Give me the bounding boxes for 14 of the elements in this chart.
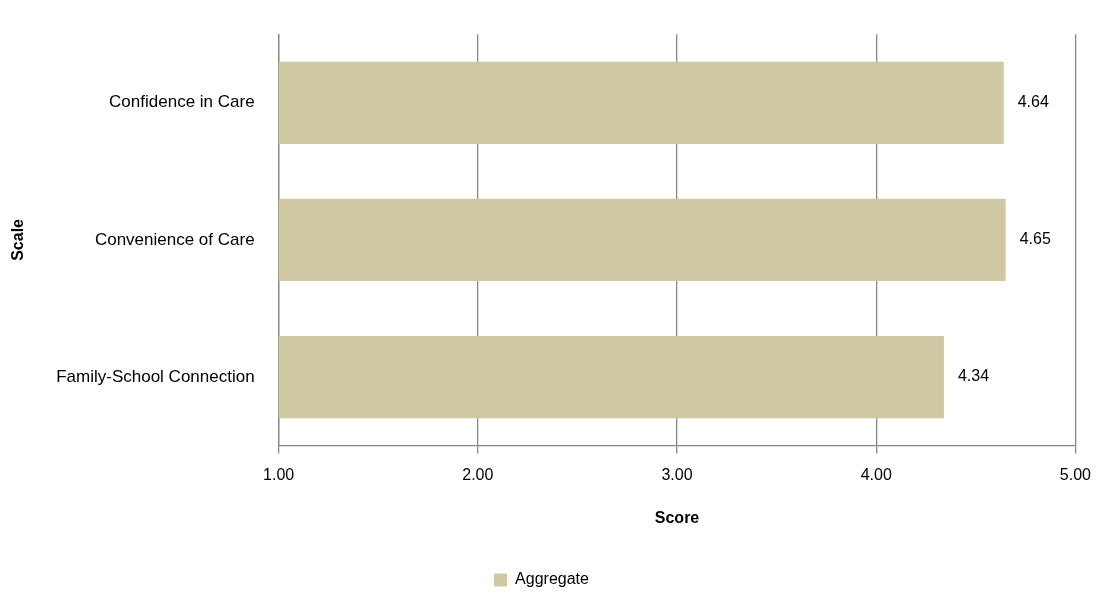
x-tick-label: 2.00 [462, 465, 494, 483]
x-axis-title: Score [654, 508, 700, 526]
data-label: 4.64 [1017, 93, 1049, 111]
y-tick-label: Confidence in Care [109, 92, 255, 112]
x-tick-label: 1.00 [263, 465, 295, 483]
x-tick-label: 3.00 [661, 465, 693, 483]
y-tick-label: Family-School Connection [56, 366, 255, 386]
x-tick-label: 4.00 [860, 465, 892, 483]
x-tick-label: 5.00 [1059, 465, 1092, 483]
data-label: 4.34 [957, 367, 990, 385]
legend-label: Aggregate [515, 570, 590, 588]
data-label: 4.65 [1019, 230, 1051, 248]
y-tick-label: Convenience of Care [94, 229, 255, 249]
y-axis-title: Scale [9, 218, 27, 261]
